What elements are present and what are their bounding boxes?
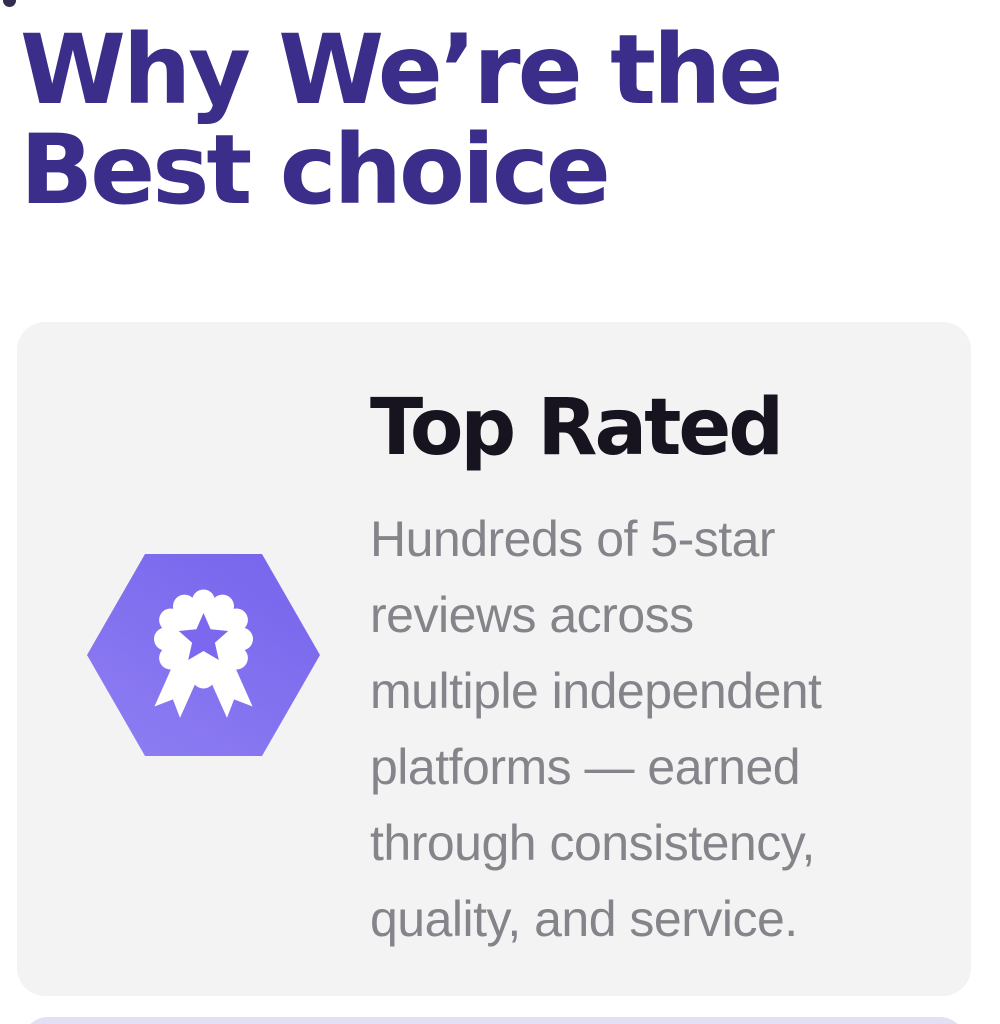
page-title-line-2: Best choice: [20, 114, 611, 226]
feature-card-top-rated: Top Rated Hundreds of 5-star reviews acr…: [17, 322, 971, 996]
next-card-peek: [22, 1017, 966, 1024]
star-shape: [178, 613, 229, 660]
card-description-line: reviews across: [370, 587, 694, 643]
page-title-line-1: Why We’re the: [20, 14, 783, 126]
card-title: Top Rated: [370, 383, 784, 473]
cropped-text-artifact: [3, 0, 16, 7]
card-description-line: through consistency,: [370, 815, 815, 871]
page-title: Why We’re the Best choice: [20, 14, 783, 226]
award-hexagon-icon: [87, 554, 320, 756]
card-description-line: quality, and service.: [370, 891, 798, 947]
card-description-line: platforms — earned: [370, 739, 801, 795]
card-description-line: multiple independent: [370, 663, 822, 719]
card-description-line: Hundreds of 5-star: [370, 511, 776, 567]
card-description: Hundreds of 5-star reviews across multip…: [370, 501, 970, 957]
